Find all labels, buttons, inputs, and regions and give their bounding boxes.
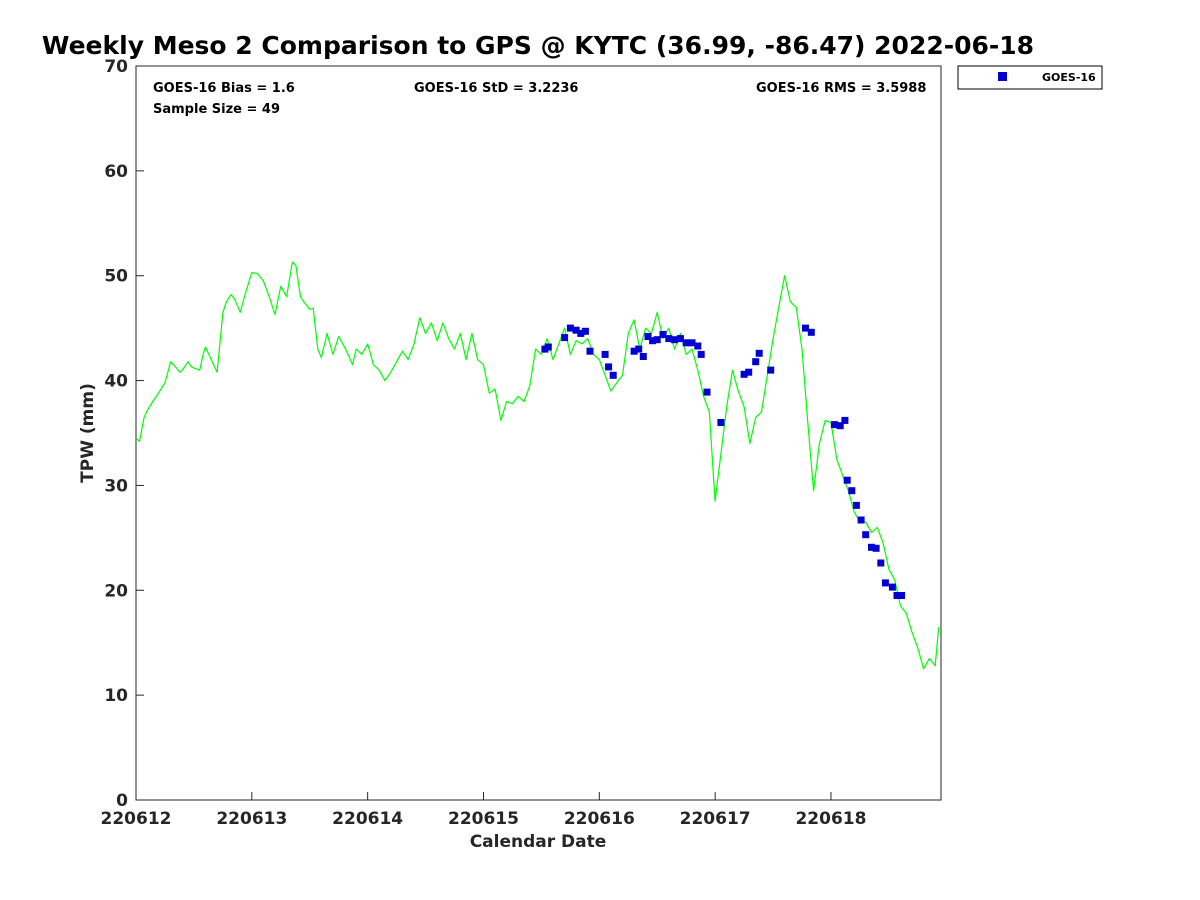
goes16-point — [630, 347, 638, 355]
goes16-point — [566, 324, 574, 332]
goes16-point — [676, 335, 684, 343]
goes16-point — [572, 326, 580, 334]
std-stat: GOES-16 StD = 3.2236 — [414, 81, 578, 96]
goes16-point — [697, 350, 705, 358]
goes16-point — [703, 388, 711, 396]
goes16-point — [694, 342, 702, 350]
y-axis-label: TPW (mm) — [78, 383, 98, 483]
x-tick-label: 220617 — [680, 809, 751, 829]
y-tick-label: 40 — [104, 372, 128, 392]
goes16-point — [635, 345, 643, 353]
goes16-point — [807, 328, 815, 336]
legend-box — [957, 65, 1103, 90]
goes16-point — [577, 329, 585, 337]
x-tick-label: 220612 — [101, 809, 172, 829]
goes16-point — [649, 337, 657, 345]
y-tick-label: 10 — [104, 686, 128, 706]
goes16-point — [755, 349, 763, 357]
goes16-point — [671, 336, 679, 344]
chart-title: Weekly Meso 2 Comparison to GPS @ KYTC (… — [42, 31, 1034, 60]
goes16-point — [877, 559, 885, 567]
goes16-point — [659, 330, 667, 338]
goes16-point — [857, 516, 865, 524]
y-tick-label: 60 — [104, 162, 128, 182]
goes16-point — [843, 476, 851, 484]
y-tick-label: 0 — [116, 791, 128, 811]
goes16-point — [653, 336, 661, 344]
goes16-point — [665, 335, 673, 343]
goes16-point — [881, 579, 889, 587]
legend: GOES-16 — [957, 65, 1103, 90]
sample-size-stat: Sample Size = 49 — [153, 102, 280, 117]
goes16-point — [848, 487, 856, 495]
goes16-point — [836, 422, 844, 430]
goes16-point — [561, 334, 569, 342]
goes16-point — [601, 350, 609, 358]
goes16-point — [872, 544, 880, 552]
plot-area: 220612 220613 220614 220615 220616 220617 2206… — [101, 57, 942, 829]
goes16-point — [639, 353, 647, 360]
goes16-point — [605, 363, 613, 371]
y-tick-label: 70 — [104, 57, 128, 77]
goes16-point — [893, 592, 901, 599]
goes16-point — [740, 370, 748, 378]
goes16-point — [868, 543, 875, 551]
goes16-point — [609, 371, 617, 379]
goes16-point — [644, 333, 652, 340]
bias-stat: GOES-16 Bias = 1.6 — [153, 81, 295, 96]
goes16-point — [830, 421, 838, 429]
goes16-point — [544, 343, 552, 351]
x-axis-ticks: 220612 220613 220614 220615 220616 220617 2206… — [101, 792, 866, 829]
x-tick-label: 220614 — [332, 809, 403, 829]
series-points — [541, 324, 906, 599]
x-axis-label: Calendar Date — [470, 832, 607, 852]
goes16-point — [767, 366, 775, 374]
legend-label-goes16: GOES-16 — [1042, 71, 1096, 84]
series-lines — [135, 261, 940, 670]
x-tick-label: 220615 — [448, 809, 519, 829]
goes16-point — [752, 358, 760, 366]
goes16-point — [862, 531, 870, 539]
goes16-point — [802, 324, 809, 332]
goes16-point — [745, 368, 753, 376]
goes16-point — [581, 327, 589, 335]
y-tick-label: 50 — [104, 267, 128, 287]
y-axis-ticks: 0 10 20 30 40 50 60 70 — [104, 57, 144, 811]
goes16-point — [682, 339, 690, 347]
y-tick-label: 20 — [104, 581, 128, 601]
x-tick-label: 220613 — [216, 809, 287, 829]
goes16-point — [898, 592, 906, 599]
goes16-point — [888, 583, 896, 591]
y-tick-label: 30 — [104, 476, 128, 496]
x-tick-label: 220616 — [564, 809, 635, 829]
gps-tpw-line — [135, 261, 940, 670]
goes16-point — [852, 501, 860, 509]
rms-stat: GOES-16 RMS = 3.5988 — [756, 81, 926, 96]
goes16-point — [688, 339, 696, 347]
x-tick-label: 220618 — [795, 809, 866, 829]
goes16-point — [586, 347, 594, 355]
goes16-point — [841, 416, 849, 424]
legend-marker-goes16 — [998, 72, 1007, 81]
goes16-point — [717, 419, 725, 426]
axes-box — [135, 65, 942, 801]
